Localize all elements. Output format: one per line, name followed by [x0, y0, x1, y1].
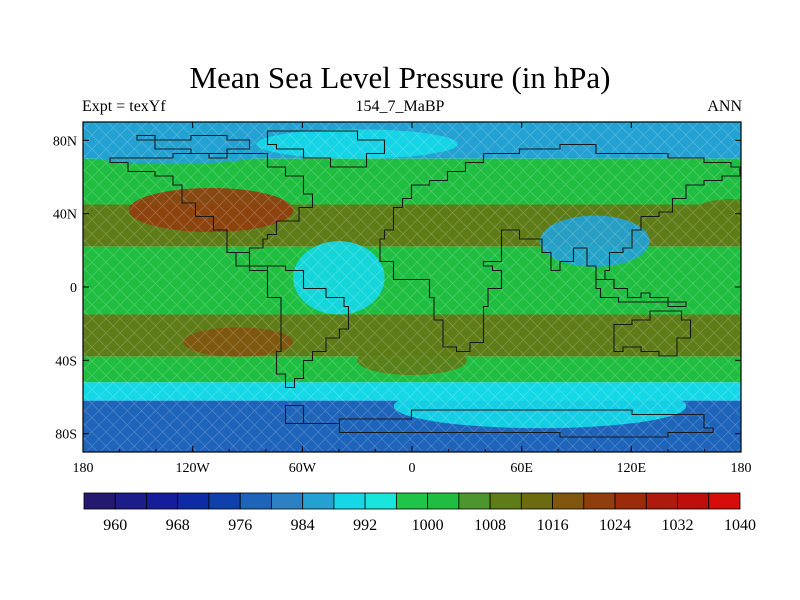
- x-tick-label: 180: [731, 461, 752, 476]
- colorbar-box: [552, 492, 585, 510]
- continent-outlines: [109, 130, 741, 438]
- chart-title: Mean Sea Level Pressure (in hPa): [189, 60, 611, 95]
- colorbar-box: [458, 492, 491, 510]
- x-tick-label: 120W: [176, 461, 211, 476]
- colorbar-box: [364, 492, 397, 510]
- colorbar-label: 992: [353, 517, 377, 534]
- y-tick-label: 40N: [53, 208, 77, 223]
- coastline: [379, 143, 741, 353]
- colorbar-label: 976: [228, 517, 252, 534]
- colorbar-box: [645, 492, 678, 510]
- experiment-label: Expt = texYf: [82, 98, 166, 115]
- colorbar-label: 1016: [537, 517, 569, 534]
- colorbar-label: 968: [166, 517, 190, 534]
- stipple-overlay: [83, 122, 741, 452]
- y-tick-label: 0: [70, 281, 77, 296]
- coastline: [613, 310, 692, 357]
- colorbar-box: [520, 492, 553, 510]
- colorbar-box: [427, 492, 460, 510]
- colorbar-box: [333, 492, 366, 510]
- colorbar-box: [177, 492, 210, 510]
- colorbar-box: [708, 492, 741, 510]
- y-tick-label: 80N: [53, 134, 77, 149]
- colorbar-label: 960: [103, 517, 127, 534]
- colorbar-box: [83, 492, 116, 510]
- coastline: [284, 404, 714, 438]
- colorbar-box: [114, 492, 147, 510]
- colorbar-box: [489, 492, 522, 510]
- x-tick-label: 0: [409, 461, 416, 476]
- x-tick-label: 180: [73, 461, 94, 476]
- colorbar-box: [239, 492, 272, 510]
- coastline: [595, 278, 687, 308]
- colorbar-box: [208, 492, 241, 510]
- colorbar-label: 1032: [662, 517, 694, 534]
- coastline: [136, 134, 251, 155]
- colorbar-label: 1040: [724, 517, 756, 534]
- season-label: ANN: [707, 98, 742, 115]
- coastline: [266, 130, 386, 168]
- colorbar-box: [302, 492, 335, 510]
- x-tick-label: 120E: [617, 461, 647, 476]
- colorbar-label: 1024: [599, 517, 631, 534]
- x-tick-label: 60W: [289, 461, 317, 476]
- colorbar-box: [583, 492, 616, 510]
- colorbar-box: [271, 492, 304, 510]
- colorbar-box: [146, 492, 179, 510]
- colorbar-label: 984: [291, 517, 315, 534]
- y-tick-label: 80S: [55, 428, 77, 443]
- y-tick-label: 40S: [55, 354, 77, 369]
- colorbar-label: 1000: [412, 517, 444, 534]
- colorbar: 960 968 976 984 992 1000 1008 1016 1024 1032 1040: [83, 492, 756, 534]
- colorbar-box: [677, 492, 710, 510]
- x-tick-label: 60E: [510, 461, 533, 476]
- colorbar-label: 1008: [474, 517, 506, 534]
- colorbar-box: [395, 492, 429, 510]
- coastline: [109, 152, 350, 389]
- colorbar-box: [614, 492, 647, 510]
- time-label: 154_7_MaBP: [355, 98, 445, 115]
